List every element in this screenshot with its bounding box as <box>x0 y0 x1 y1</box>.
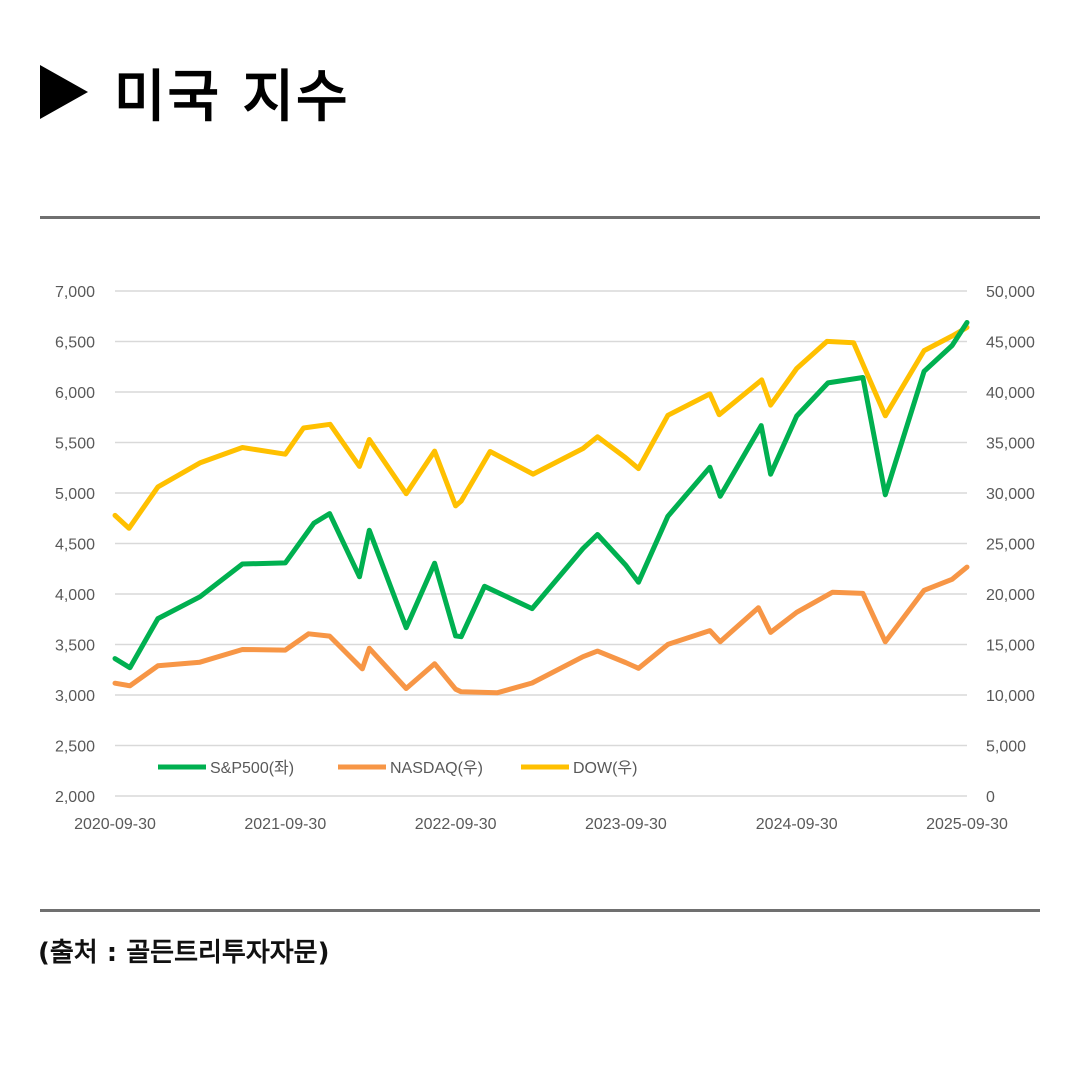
y-right-tick-label: 35,000 <box>986 436 1035 453</box>
y-right-tick-label: 50,000 <box>986 284 1035 301</box>
y-left-tick-label: 2,000 <box>55 789 95 806</box>
top-divider <box>40 216 1040 219</box>
x-tick-label: 2025-09-30 <box>926 816 1008 833</box>
y-left-tick-label: 2,500 <box>55 739 95 756</box>
series-line-sp500 <box>112 320 970 671</box>
x-tick-label: 2024-09-30 <box>756 816 838 833</box>
header: 미국 지수 <box>40 52 350 132</box>
y-right-tick-label: 10,000 <box>986 688 1035 705</box>
y-right-tick-label: 5,000 <box>986 739 1026 756</box>
y-right-tick-label: 30,000 <box>986 486 1035 503</box>
y-left-tick-label: 7,000 <box>55 284 95 301</box>
y-right-tick-label: 20,000 <box>986 587 1035 604</box>
y-left-tick-label: 4,000 <box>55 587 95 604</box>
legend-label: S&P500(좌) <box>210 759 294 777</box>
play-triangle-icon <box>40 65 88 119</box>
x-tick-label: 2021-09-30 <box>244 816 326 833</box>
y-right-tick-label: 40,000 <box>986 385 1035 402</box>
y-left-tick-label: 3,000 <box>55 688 95 705</box>
source-note: (출처 : 골든트리투자자문) <box>38 938 330 968</box>
series-line-dow <box>112 324 970 531</box>
x-tick-label: 2022-09-30 <box>415 816 497 833</box>
y-right-tick-label: 0 <box>986 789 995 806</box>
y-left-tick-label: 4,500 <box>55 537 95 554</box>
bottom-divider <box>40 909 1040 912</box>
x-tick-label: 2023-09-30 <box>585 816 667 833</box>
y-right-tick-label: 45,000 <box>986 335 1035 352</box>
legend-label: DOW(우) <box>573 760 637 777</box>
series-line-nasdaq <box>112 564 970 696</box>
y-left-tick-label: 5,000 <box>55 486 95 503</box>
x-tick-label: 2020-09-30 <box>74 816 156 833</box>
legend-label: NASDAQ(우) <box>390 760 483 777</box>
y-left-tick-label: 6,500 <box>55 335 95 352</box>
page-title: 미국 지수 <box>114 64 350 130</box>
y-left-tick-label: 5,500 <box>55 436 95 453</box>
y-right-tick-label: 15,000 <box>986 638 1035 655</box>
y-left-tick-label: 3,500 <box>55 638 95 655</box>
y-right-tick-label: 25,000 <box>986 537 1035 554</box>
y-left-tick-label: 6,000 <box>55 385 95 402</box>
